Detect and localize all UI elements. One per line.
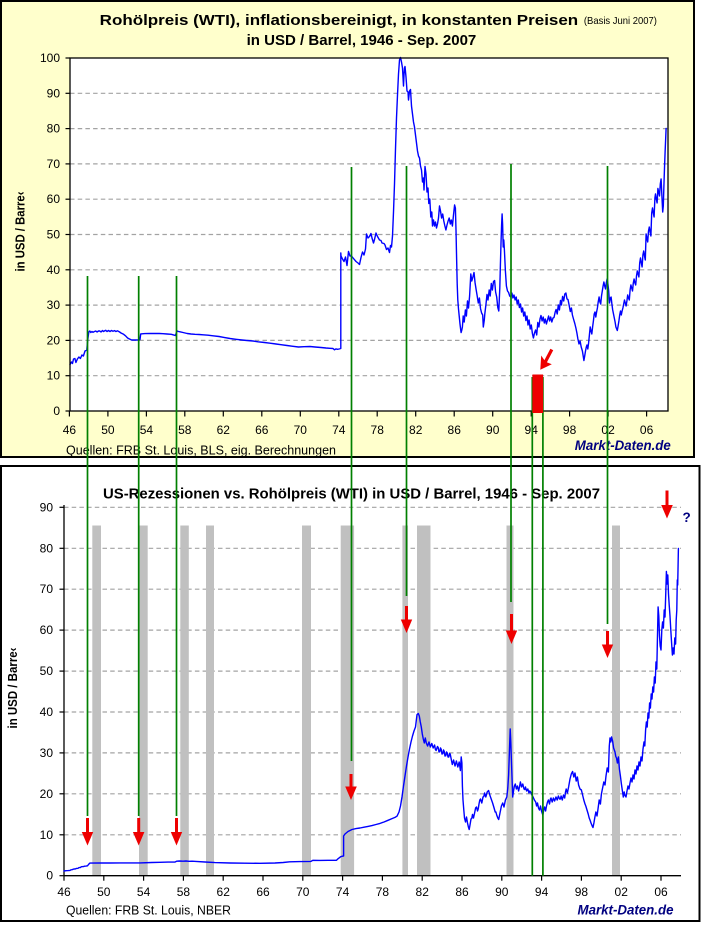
svg-text:82: 82 bbox=[409, 423, 423, 437]
svg-text:78: 78 bbox=[371, 423, 385, 437]
svg-text:Markt-Daten.de: Markt-Daten.de bbox=[575, 438, 671, 453]
svg-text:06: 06 bbox=[640, 423, 654, 437]
svg-text:70: 70 bbox=[40, 582, 54, 596]
svg-text:in USD / Barre‹: in USD / Barre‹ bbox=[14, 192, 28, 272]
svg-text:Quellen: FRB St. Louis, NBER: Quellen: FRB St. Louis, NBER bbox=[66, 904, 231, 918]
svg-text:54: 54 bbox=[140, 423, 154, 437]
svg-text:58: 58 bbox=[178, 423, 192, 437]
svg-text:70: 70 bbox=[296, 885, 310, 899]
svg-text:82: 82 bbox=[416, 885, 430, 899]
svg-text:10: 10 bbox=[47, 369, 61, 383]
svg-text:66: 66 bbox=[256, 885, 270, 899]
svg-text:86: 86 bbox=[448, 423, 462, 437]
svg-text:90: 90 bbox=[495, 885, 509, 899]
svg-text:98: 98 bbox=[575, 885, 589, 899]
svg-text:74: 74 bbox=[332, 423, 346, 437]
svg-text:40: 40 bbox=[40, 705, 54, 719]
svg-text:80: 80 bbox=[47, 122, 61, 136]
svg-text:90: 90 bbox=[40, 500, 54, 514]
svg-text:50: 50 bbox=[40, 664, 54, 678]
svg-text:70: 70 bbox=[294, 423, 308, 437]
svg-text:50: 50 bbox=[47, 228, 61, 242]
svg-text:70: 70 bbox=[47, 157, 61, 171]
svg-text:60: 60 bbox=[47, 192, 61, 206]
svg-text:62: 62 bbox=[217, 423, 231, 437]
svg-text:90: 90 bbox=[47, 86, 61, 100]
svg-text:74: 74 bbox=[336, 885, 350, 899]
svg-text:06: 06 bbox=[654, 885, 668, 899]
svg-text:10: 10 bbox=[40, 828, 54, 842]
svg-text:58: 58 bbox=[177, 885, 191, 899]
svg-text:Quellen: FRB St. Louis, BLS, e: Quellen: FRB St. Louis, BLS, eig. Berech… bbox=[66, 444, 336, 458]
svg-text:46: 46 bbox=[57, 885, 71, 899]
svg-text:46: 46 bbox=[63, 423, 77, 437]
svg-text:98: 98 bbox=[563, 423, 577, 437]
svg-text:30: 30 bbox=[40, 746, 54, 760]
svg-text:30: 30 bbox=[47, 298, 61, 312]
svg-text:62: 62 bbox=[217, 885, 231, 899]
svg-text:80: 80 bbox=[40, 541, 54, 555]
svg-text:in USD / Barrel, 1946 - Sep. 2: in USD / Barrel, 1946 - Sep. 2007 bbox=[247, 32, 477, 49]
svg-text:50: 50 bbox=[101, 423, 115, 437]
svg-text:66: 66 bbox=[255, 423, 269, 437]
svg-text:94: 94 bbox=[525, 423, 539, 437]
svg-text:50: 50 bbox=[97, 885, 111, 899]
svg-text:20: 20 bbox=[47, 333, 61, 347]
svg-text:90: 90 bbox=[486, 423, 500, 437]
svg-text:in USD / Barre‹: in USD / Barre‹ bbox=[6, 648, 20, 729]
svg-text:0: 0 bbox=[53, 404, 60, 418]
svg-text:02: 02 bbox=[615, 885, 629, 899]
svg-text:?: ? bbox=[683, 510, 691, 525]
svg-text:Markt-Daten.de: Markt-Daten.de bbox=[578, 903, 674, 918]
svg-text:0: 0 bbox=[46, 869, 53, 883]
svg-text:Rohölpreis (WTI), inflationsbe: Rohölpreis (WTI), inflationsbereinigt, i… bbox=[100, 13, 579, 29]
svg-text:20: 20 bbox=[40, 787, 54, 801]
svg-text:54: 54 bbox=[137, 885, 151, 899]
svg-text:60: 60 bbox=[40, 623, 54, 637]
svg-text:100: 100 bbox=[40, 51, 60, 65]
svg-text:40: 40 bbox=[47, 263, 61, 277]
svg-text:86: 86 bbox=[455, 885, 469, 899]
svg-text:(Basis Juni 2007): (Basis Juni 2007) bbox=[584, 15, 657, 27]
svg-text:94: 94 bbox=[535, 885, 549, 899]
svg-text:78: 78 bbox=[376, 885, 390, 899]
